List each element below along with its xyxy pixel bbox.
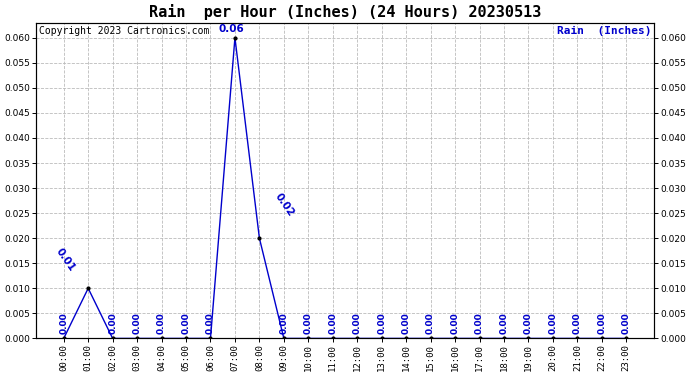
Text: 0.00: 0.00 [108, 313, 117, 334]
Text: 0.00: 0.00 [549, 313, 558, 334]
Text: 0.00: 0.00 [426, 313, 435, 334]
Text: 0.00: 0.00 [328, 313, 337, 334]
Text: 0.06: 0.06 [219, 24, 244, 34]
Text: 0.00: 0.00 [524, 313, 533, 334]
Text: Copyright 2023 Cartronics.com: Copyright 2023 Cartronics.com [39, 26, 209, 36]
Text: 0.00: 0.00 [181, 313, 190, 334]
Text: 0.00: 0.00 [353, 313, 362, 334]
Text: 0.00: 0.00 [206, 313, 215, 334]
Text: 0.00: 0.00 [132, 313, 141, 334]
Text: 0.00: 0.00 [573, 313, 582, 334]
Text: 0.00: 0.00 [500, 313, 509, 334]
Text: Rain  (Inches): Rain (Inches) [557, 26, 651, 36]
Text: 0.00: 0.00 [304, 313, 313, 334]
Title: Rain  per Hour (Inches) (24 Hours) 20230513: Rain per Hour (Inches) (24 Hours) 202305… [149, 4, 541, 20]
Text: 0.00: 0.00 [377, 313, 386, 334]
Text: 0.00: 0.00 [475, 313, 484, 334]
Text: 0.00: 0.00 [598, 313, 607, 334]
Text: 0.02: 0.02 [273, 191, 296, 218]
Text: 0.00: 0.00 [279, 313, 288, 334]
Text: 0.00: 0.00 [451, 313, 460, 334]
Text: 0.00: 0.00 [402, 313, 411, 334]
Text: 0.00: 0.00 [157, 313, 166, 334]
Text: 0.00: 0.00 [622, 313, 631, 334]
Text: 0.00: 0.00 [59, 313, 68, 334]
Text: 0.01: 0.01 [55, 246, 77, 273]
